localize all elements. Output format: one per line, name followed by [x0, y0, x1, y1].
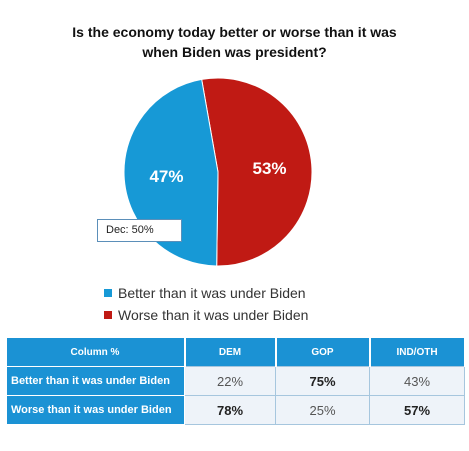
pie-label-worse: 53% [253, 159, 287, 178]
table-header-gop: GOP [275, 338, 371, 367]
crosstab-table: Column % DEM GOP IND/OTH Better than it … [6, 338, 466, 425]
legend-item-better: Better than it was under Biden [104, 282, 308, 304]
pie-slice-worse [201, 77, 313, 267]
title-line-2: when Biden was president? [142, 44, 327, 60]
pie-label-better: 47% [149, 167, 183, 186]
pie-chart: 53% 47% [123, 77, 313, 267]
title-line-1: Is the economy today better or worse tha… [72, 24, 397, 40]
table-cell: 57% [369, 395, 465, 425]
table-header-dem: DEM [184, 338, 277, 367]
table-row: Better than it was under Biden 22% 75% 4… [6, 366, 465, 396]
december-callout: Dec: 50% [97, 219, 182, 242]
table-header-column: Column % [6, 338, 186, 367]
chart-title: Is the economy today better or worse tha… [20, 22, 449, 62]
row-label-better: Better than it was under Biden [6, 366, 185, 396]
table-cell: 22% [184, 366, 276, 396]
row-label-worse: Worse than it was under Biden [6, 395, 185, 425]
legend-swatch-worse [104, 311, 112, 319]
legend: Better than it was under Biden Worse tha… [104, 282, 308, 326]
legend-label-better: Better than it was under Biden [118, 285, 306, 301]
table-row: Worse than it was under Biden 78% 25% 57… [6, 395, 465, 425]
legend-label-worse: Worse than it was under Biden [118, 307, 309, 323]
legend-swatch-better [104, 289, 112, 297]
table-header-row: Column % DEM GOP IND/OTH [6, 338, 466, 367]
table-cell: 25% [275, 395, 370, 425]
legend-item-worse: Worse than it was under Biden [104, 304, 308, 326]
table-cell: 78% [184, 395, 276, 425]
table-cell: 43% [369, 366, 465, 396]
table-header-ind: IND/OTH [369, 338, 466, 367]
table-cell: 75% [275, 366, 370, 396]
